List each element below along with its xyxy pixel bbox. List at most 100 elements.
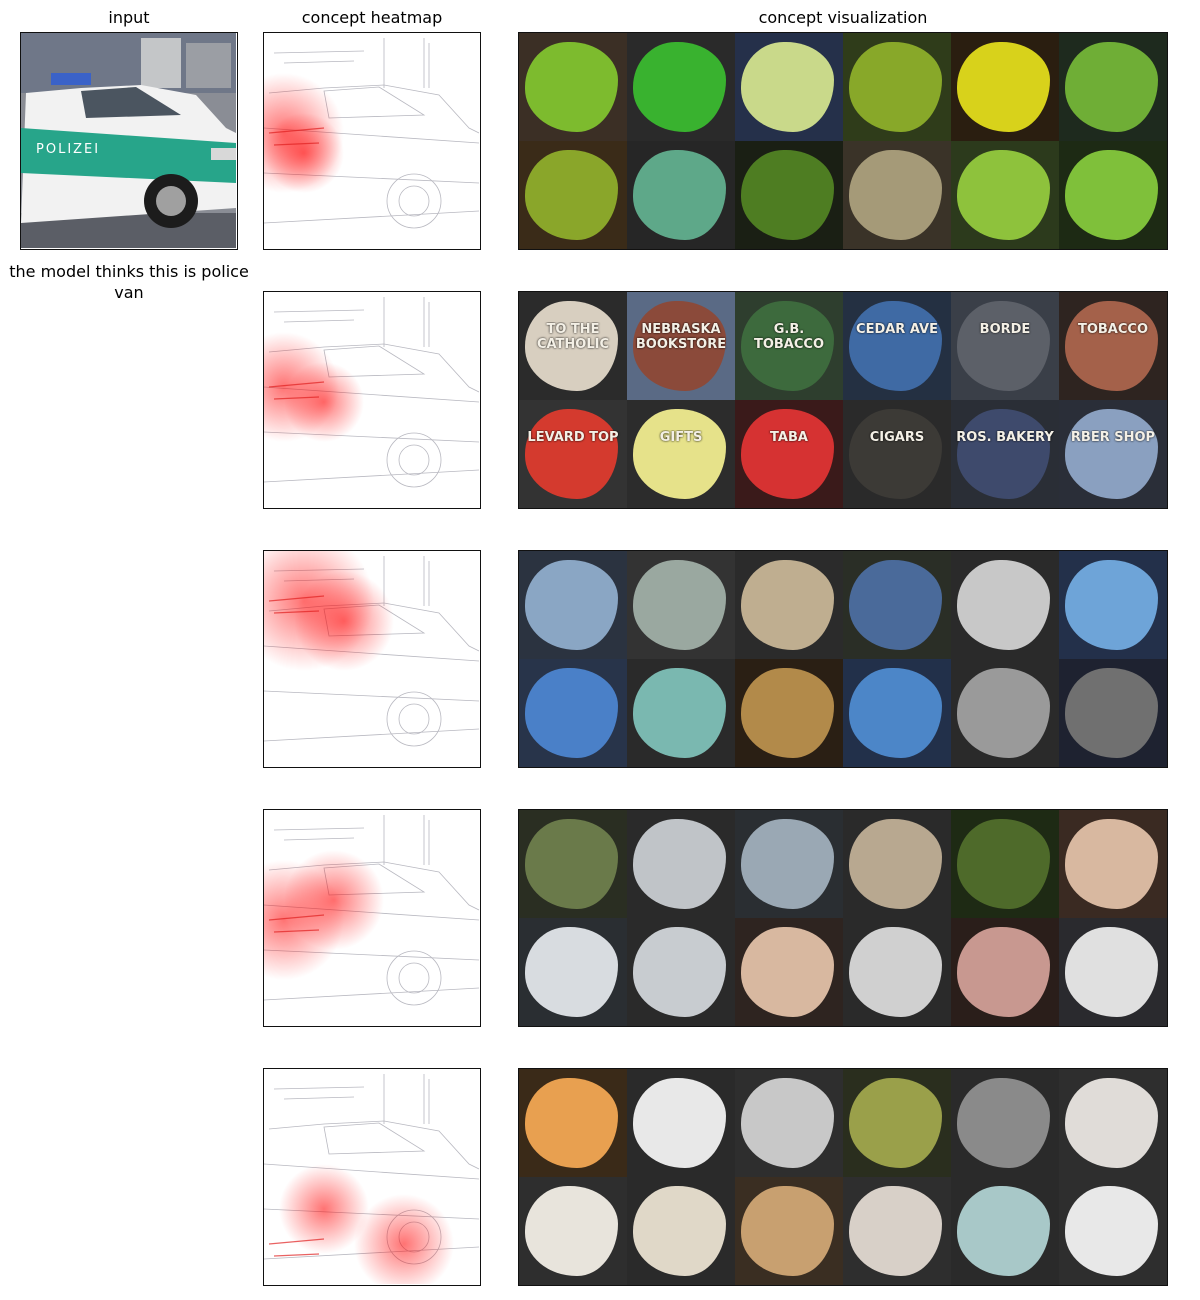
concept-example-tile: G.B. TOBACCO bbox=[735, 292, 843, 400]
concept-region bbox=[849, 300, 943, 392]
tile-sign-text: LEVARD TOP bbox=[527, 430, 619, 446]
concept-example-tile bbox=[843, 918, 951, 1026]
concept-example-tile bbox=[843, 1177, 951, 1285]
concept-visualization-grid: TO THE CATHOLIC NEBRASKA BOOKSTORE G.B. TO… bbox=[518, 291, 1168, 509]
concept-region bbox=[1065, 1077, 1159, 1169]
concept-example-tile bbox=[951, 1069, 1059, 1177]
concept-region bbox=[849, 667, 943, 759]
concept-example-tile bbox=[843, 810, 951, 918]
concept-region bbox=[957, 1185, 1051, 1277]
concept-example-tile bbox=[951, 810, 1059, 918]
concept-region bbox=[1065, 818, 1159, 910]
concept-example-tile: TOBACCO bbox=[1059, 292, 1167, 400]
concept-region bbox=[633, 926, 727, 1018]
concept-region bbox=[1065, 926, 1159, 1018]
tile-sign-text: ROS. BAKERY bbox=[956, 430, 1054, 446]
concept-example-tile bbox=[1059, 659, 1167, 767]
concept-example-tile bbox=[843, 33, 951, 141]
concept-heatmap bbox=[263, 550, 481, 768]
concept-example-tile bbox=[519, 33, 627, 141]
concept-example-tile bbox=[735, 551, 843, 659]
concept-example-tile bbox=[1059, 1177, 1167, 1285]
concept-region bbox=[633, 818, 727, 910]
concept-region bbox=[633, 300, 727, 392]
concept-region bbox=[849, 408, 943, 500]
concept-region bbox=[849, 559, 943, 651]
concept-visualization-grid bbox=[518, 550, 1168, 768]
concept-region bbox=[633, 408, 727, 500]
concept-region bbox=[849, 1077, 943, 1169]
concept-region bbox=[633, 1077, 727, 1169]
concept-region bbox=[957, 559, 1051, 651]
concept-region bbox=[525, 1185, 619, 1277]
concept-example-tile bbox=[627, 141, 735, 249]
police-car-illustration: POLIZEI bbox=[21, 33, 236, 248]
concept-example-tile bbox=[735, 810, 843, 918]
concept-example-tile: TABA bbox=[735, 400, 843, 508]
concept-example-tile bbox=[1059, 1069, 1167, 1177]
tile-sign-text: NEBRASKA BOOKSTORE bbox=[635, 322, 727, 353]
concept-example-tile: BORDE bbox=[951, 292, 1059, 400]
concept-region bbox=[957, 818, 1051, 910]
concept-example-tile bbox=[1059, 33, 1167, 141]
concept-example-tile bbox=[1059, 141, 1167, 249]
tile-sign-text: TOBACCO bbox=[1077, 322, 1149, 338]
concept-example-tile bbox=[519, 551, 627, 659]
concept-region bbox=[525, 926, 619, 1018]
concept-heatmap bbox=[263, 1068, 481, 1286]
concept-region bbox=[741, 41, 835, 133]
concept-region bbox=[1065, 41, 1159, 133]
concept-region bbox=[1065, 300, 1159, 392]
concept-region bbox=[525, 1077, 619, 1169]
concept-example-tile bbox=[735, 1177, 843, 1285]
concept-example-tile bbox=[519, 918, 627, 1026]
concept-region bbox=[525, 41, 619, 133]
concept-heatmap bbox=[263, 32, 481, 250]
prediction-caption: the model thinks this is police van bbox=[9, 262, 249, 302]
concept-region bbox=[849, 926, 943, 1018]
concept-region bbox=[525, 300, 619, 392]
concept-region bbox=[633, 149, 727, 241]
concept-example-tile bbox=[843, 141, 951, 249]
concept-region bbox=[525, 559, 619, 651]
concept-example-tile bbox=[951, 551, 1059, 659]
concept-region bbox=[1065, 408, 1159, 500]
concept-region bbox=[957, 667, 1051, 759]
concept-example-tile: GIFTS bbox=[627, 400, 735, 508]
concept-region bbox=[525, 408, 619, 500]
concept-region bbox=[525, 818, 619, 910]
concept-example-tile bbox=[1059, 918, 1167, 1026]
tile-sign-text: BORDE bbox=[979, 322, 1031, 338]
concept-example-tile bbox=[951, 918, 1059, 1026]
concept-region bbox=[849, 1185, 943, 1277]
tile-sign-text: TO THE CATHOLIC bbox=[536, 322, 610, 353]
concept-example-tile bbox=[735, 141, 843, 249]
concept-visualization-grid bbox=[518, 1068, 1168, 1286]
concept-region bbox=[957, 41, 1051, 133]
concept-example-tile bbox=[627, 918, 735, 1026]
tile-sign-text: TABA bbox=[770, 430, 808, 446]
concept-example-tile: RBER SHOP bbox=[1059, 400, 1167, 508]
concept-example-tile bbox=[1059, 551, 1167, 659]
concept-example-tile bbox=[735, 33, 843, 141]
concept-example-tile bbox=[519, 659, 627, 767]
concept-example-tile bbox=[519, 1177, 627, 1285]
concept-example-tile: CIGARS bbox=[843, 400, 951, 508]
concept-region bbox=[741, 818, 835, 910]
concept-example-tile bbox=[627, 659, 735, 767]
concept-example-tile bbox=[951, 33, 1059, 141]
concept-example-tile bbox=[951, 659, 1059, 767]
concept-region bbox=[741, 300, 835, 392]
concept-example-tile bbox=[627, 33, 735, 141]
input-image: POLIZEI bbox=[20, 32, 238, 250]
concept-region bbox=[957, 149, 1051, 241]
concept-example-tile bbox=[519, 810, 627, 918]
concept-region bbox=[741, 559, 835, 651]
concept-region bbox=[1065, 559, 1159, 651]
concept-example-tile: TO THE CATHOLIC bbox=[519, 292, 627, 400]
concept-example-tile bbox=[735, 918, 843, 1026]
concept-region bbox=[741, 667, 835, 759]
concept-heatmap bbox=[263, 291, 481, 509]
concept-region bbox=[741, 926, 835, 1018]
concept-region bbox=[849, 818, 943, 910]
